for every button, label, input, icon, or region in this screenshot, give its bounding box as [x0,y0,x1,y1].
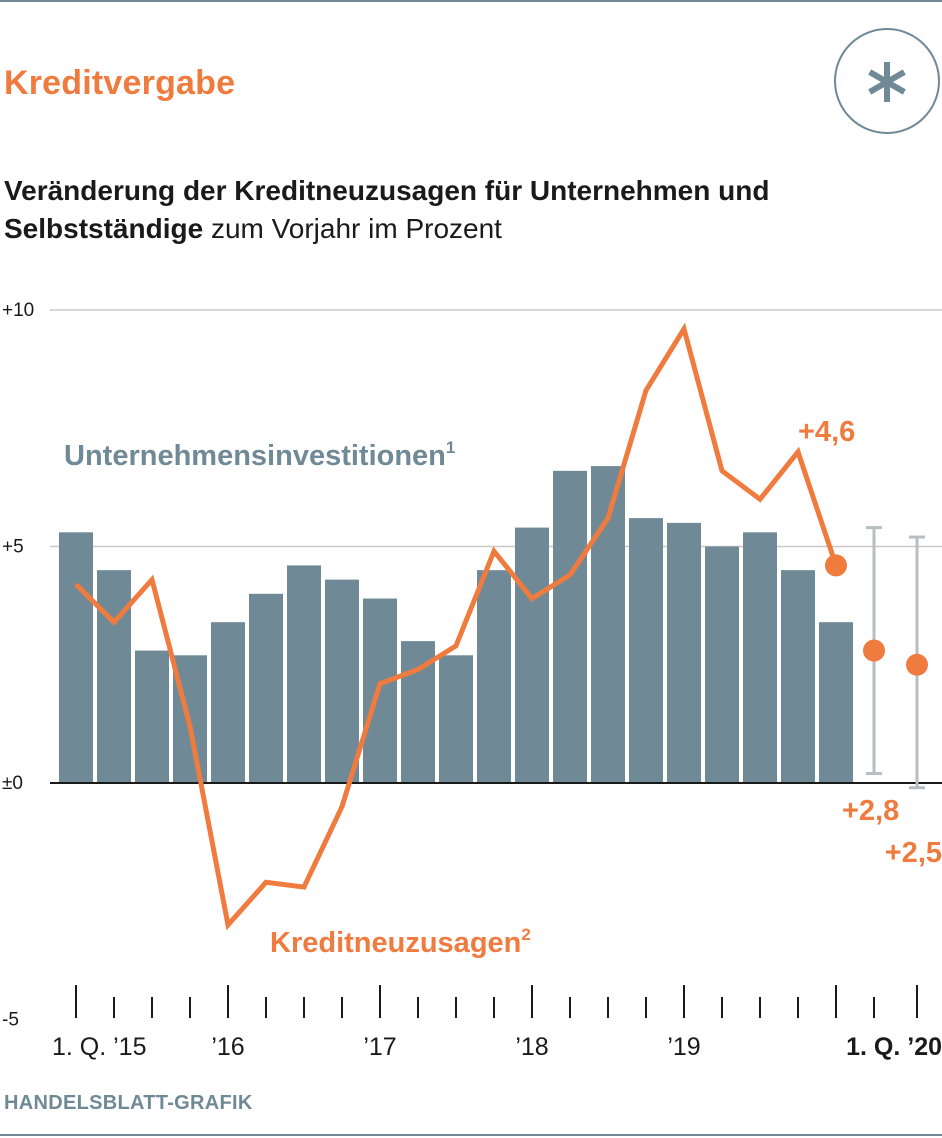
bar [211,622,245,783]
bar [553,470,587,783]
source-credit: HANDELSBLATT-GRAFIK [4,1092,253,1114]
grid-layer [50,309,942,548]
last-value-point [825,554,847,577]
bar [667,522,701,783]
y-tick-label: +10 [2,300,34,321]
bar [59,532,93,783]
chart-subtitle: Veränderung der Kreditneuzusagen für Unt… [4,172,934,248]
subtitle-regular: zum Vorjahr im Prozent [203,213,502,244]
y-tick-label: ±0 [2,773,23,794]
y-tick-label: -5 [2,1010,19,1031]
bar-layer [59,466,853,783]
bar [781,570,815,783]
credit-line [74,322,839,931]
subtitle-bold: Veränderung der Kreditneuzusagen für Unt… [4,175,770,244]
x-tick-label: ’18 [515,1033,548,1061]
x-tick-label: ’17 [363,1033,396,1061]
bar [819,622,853,783]
data-label: +2,5 [885,837,942,869]
series-label-bars: Unternehmensinvestitionen1 [64,438,455,472]
x-tick-label: ’19 [667,1033,700,1061]
top-rule [0,0,942,2]
chart-title: Kreditvergabe [4,64,236,102]
y-tick-label: +5 [2,537,24,558]
bar [97,570,131,783]
data-label: +4,6 [798,416,855,448]
bottom-rule [0,1134,942,1136]
bar [629,518,663,783]
bar [439,655,473,783]
data-label: +2,8 [842,795,899,827]
forecast-point [863,639,885,662]
series-label-superscript: 2 [521,925,530,944]
asterisk-icon [868,62,906,102]
x-tick-label: 1. Q. ’15 [52,1033,147,1061]
x-tick-label: ’16 [211,1033,244,1061]
x-axis-layer: 1. Q. ’15 ’16 ’17 ’18 ’19 1. Q. ’20 [52,985,942,1061]
forecast-point [906,653,928,676]
bar [287,565,321,783]
x-tick-label: 1. Q. ’20 [846,1033,942,1061]
bar [705,546,739,783]
bar [515,527,549,783]
brand-logo [834,28,940,134]
bar [249,593,283,783]
bar [325,579,359,783]
series-label-superscript: 1 [446,438,455,457]
bar [743,532,777,783]
label-layer: +10 +5 ±0 -5 Unternehmensinvestitionen1 Kredi… [2,300,942,1031]
line-layer [74,322,928,931]
series-label-line: Kreditneuzusagen2 [270,925,531,959]
bar [135,650,169,783]
bar [477,570,511,783]
